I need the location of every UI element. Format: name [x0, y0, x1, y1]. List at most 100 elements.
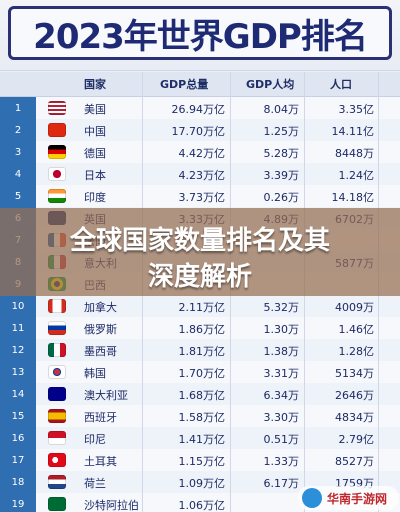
population-cell: 1.24亿 [338, 169, 375, 182]
country-cell: 德国 [84, 147, 106, 160]
table-row: 2 中国 17.70万亿 1.25万 14.11亿 [0, 119, 400, 142]
gdp-cell: 1.81万亿 [178, 345, 226, 358]
population-cell: 3.35亿 [338, 103, 375, 116]
gdp-cell: 26.94万亿 [171, 103, 226, 116]
gdp-per-capita-cell: 5.32万 [263, 301, 300, 314]
gdp-per-capita-cell: 0.51万 [263, 433, 300, 446]
flag-japan-icon [48, 167, 66, 181]
gdp-cell: 1.68万亿 [178, 389, 226, 402]
column-header-gdp-per-capita: GDP人均 [246, 78, 295, 91]
gdp-per-capita-cell: 0.26万 [263, 191, 300, 204]
population-cell: 4834万 [335, 411, 374, 424]
gdp-cell: 4.23万亿 [178, 169, 226, 182]
gdp-per-capita-cell: 1.33万 [263, 455, 300, 468]
flag-russia-icon [48, 321, 66, 335]
table-row: 3 德国 4.42万亿 5.28万 8448万 [0, 141, 400, 164]
gdp-per-capita-cell: 6.17万 [263, 477, 300, 490]
country-cell: 俄罗斯 [84, 323, 117, 336]
headline-overlay: 全球国家数量排名及其 深度解析 [0, 208, 400, 296]
gdp-cell: 1.15万亿 [178, 455, 226, 468]
rank-cell: 4 [0, 163, 36, 185]
gdp-per-capita-cell: 3.30万 [263, 411, 300, 424]
population-cell: 4009万 [335, 301, 374, 314]
gdp-cell: 17.70万亿 [171, 125, 226, 138]
table-row: 15 西班牙 1.58万亿 3.30万 4834万 [0, 405, 400, 428]
population-cell: 2.79亿 [338, 433, 375, 446]
gdp-cell: 1.09万亿 [178, 477, 226, 490]
table-row: 4 日本 4.23万亿 3.39万 1.24亿 [0, 163, 400, 186]
country-cell: 西班牙 [84, 411, 117, 424]
rank-cell: 11 [0, 317, 36, 339]
table-row: 11 俄罗斯 1.86万亿 1.30万 1.46亿 [0, 317, 400, 340]
gdp-ranking-table: 国家 GDP总量 GDP人均 人口 1 美国 26.94万亿 8.04万 3.35亿 2 中… [0, 72, 400, 512]
rank-cell: 12 [0, 339, 36, 361]
population-cell: 8448万 [335, 147, 374, 160]
flag-indonesia-icon [48, 431, 66, 445]
table-row: 1 美国 26.94万亿 8.04万 3.35亿 [0, 97, 400, 120]
rank-cell: 3 [0, 141, 36, 163]
flag-china-icon [48, 123, 66, 137]
flag-india-icon [48, 189, 66, 203]
flag-usa-icon [48, 101, 66, 115]
population-cell: 5134万 [335, 367, 374, 380]
watermark: 华南手游网 [298, 486, 398, 510]
gdp-cell: 4.42万亿 [178, 147, 226, 160]
table-row: 12 墨西哥 1.81万亿 1.38万 1.28亿 [0, 339, 400, 362]
country-cell: 印尼 [84, 433, 106, 446]
rank-cell: 5 [0, 185, 36, 207]
country-cell: 沙特阿拉伯 [84, 499, 139, 512]
flag-germany-icon [48, 145, 66, 159]
flag-spain-icon [48, 409, 66, 423]
gdp-per-capita-cell: 1.30万 [263, 323, 300, 336]
population-cell: 1.46亿 [338, 323, 375, 336]
rank-cell: 18 [0, 471, 36, 493]
rank-cell: 14 [0, 383, 36, 405]
gdp-cell: 2.11万亿 [178, 301, 226, 314]
population-cell: 14.11亿 [331, 125, 375, 138]
flag-australia-icon [48, 387, 66, 401]
rank-cell: 10 [0, 295, 36, 317]
country-cell: 印度 [84, 191, 106, 204]
flag-korea-icon [48, 365, 66, 379]
page-title: 2023年世界GDP排名 [8, 6, 392, 60]
gdp-per-capita-cell: 3.39万 [263, 169, 300, 182]
rank-cell: 17 [0, 449, 36, 471]
country-cell: 中国 [84, 125, 106, 138]
gdp-per-capita-cell: 1.38万 [263, 345, 300, 358]
gdp-cell: 1.58万亿 [178, 411, 226, 424]
column-header-population: 人口 [330, 78, 352, 91]
gdp-cell: 1.06万亿 [178, 499, 226, 512]
country-cell: 墨西哥 [84, 345, 117, 358]
country-cell: 美国 [84, 103, 106, 116]
country-cell: 韩国 [84, 367, 106, 380]
gdp-per-capita-cell: 1.25万 [263, 125, 300, 138]
watermark-text: 华南手游网 [327, 491, 388, 506]
rank-cell: 2 [0, 119, 36, 141]
column-header-country: 国家 [84, 78, 106, 91]
rank-cell: 16 [0, 427, 36, 449]
rank-cell: 1 [0, 97, 36, 119]
table-row: 14 澳大利亚 1.68万亿 6.34万 2646万 [0, 383, 400, 406]
country-cell: 土耳其 [84, 455, 117, 468]
rank-cell: 15 [0, 405, 36, 427]
flag-saudi-icon [48, 497, 66, 511]
gdp-cell: 1.41万亿 [178, 433, 226, 446]
site-logo-icon [302, 488, 322, 508]
headline-line-1: 全球国家数量排名及其 [69, 226, 330, 256]
gdp-cell: 3.73万亿 [178, 191, 226, 204]
population-cell: 8527万 [335, 455, 374, 468]
country-cell: 加拿大 [84, 301, 117, 314]
country-cell: 荷兰 [84, 477, 106, 490]
table-row: 17 土耳其 1.15万亿 1.33万 8527万 [0, 449, 400, 472]
table-header: 国家 GDP总量 GDP人均 人口 [0, 72, 400, 97]
table-row: 10 加拿大 2.11万亿 5.32万 4009万 [0, 295, 400, 318]
flag-turkey-icon [48, 453, 66, 467]
headline-line-2: 深度解析 [147, 262, 252, 292]
country-cell: 澳大利亚 [84, 389, 128, 402]
table-row: 13 韩国 1.70万亿 3.31万 5134万 [0, 361, 400, 384]
table-row: 5 印度 3.73万亿 0.26万 14.18亿 [0, 185, 400, 208]
population-cell: 14.18亿 [331, 191, 375, 204]
gdp-cell: 1.70万亿 [178, 367, 226, 380]
gdp-cell: 1.86万亿 [178, 323, 226, 336]
country-cell: 日本 [84, 169, 106, 182]
